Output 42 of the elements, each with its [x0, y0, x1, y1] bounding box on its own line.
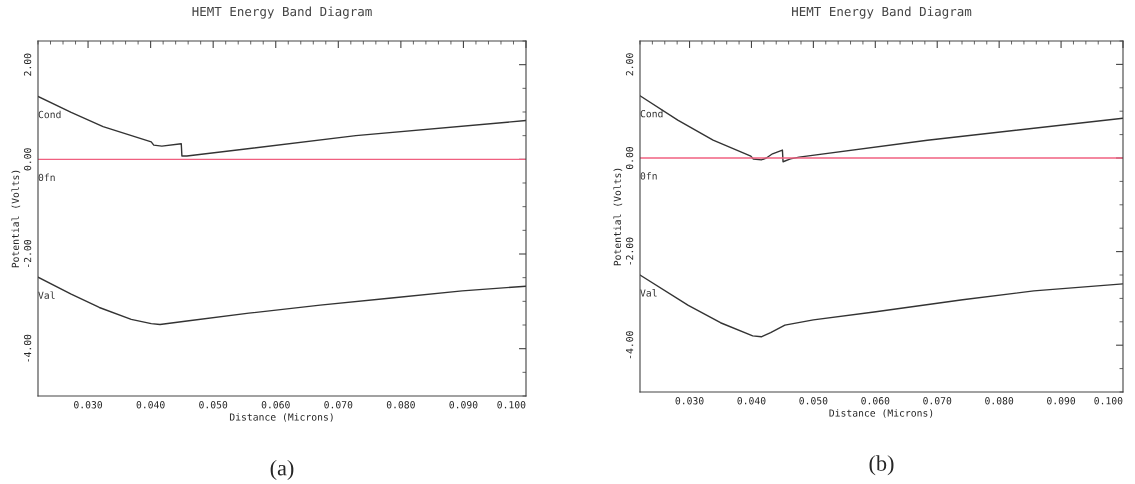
x-tick-label: 0.040: [737, 397, 766, 405]
y-axis-title: Potential (Volts): [11, 170, 21, 268]
x-axis-title: Distance (Microns): [229, 413, 333, 422]
x-tick-label: 0.100: [497, 401, 526, 409]
y-tick-label: 2.00: [625, 53, 634, 76]
series-label: 0fn: [640, 172, 657, 180]
x-tick-label: 0.050: [199, 401, 228, 409]
y-tick-label: -4.00: [23, 334, 32, 362]
x-tick-label: 0.080: [985, 397, 1014, 405]
x-tick-label: 0.100: [1094, 397, 1123, 405]
x-tick-label: 0.030: [675, 397, 704, 405]
series-label: Cond: [38, 110, 61, 119]
x-tick-label: 0.050: [799, 397, 828, 405]
x-tick-label: 0.060: [861, 397, 890, 405]
line-series: [38, 276, 526, 326]
y-tick-label: -4.00: [625, 331, 634, 359]
y-tick-label: -2.00: [23, 240, 32, 267]
chart-title: HEMT Energy Band Diagram: [792, 6, 972, 19]
text: (b): [869, 455, 894, 476]
series-label: Val: [38, 291, 55, 299]
x-tick-label: 0.070: [324, 401, 353, 409]
x-tick-label: 0.030: [74, 401, 103, 409]
line-series: [38, 95, 526, 157]
x-tick-label: 0.060: [261, 401, 290, 409]
x-tick-label: 0.040: [136, 401, 165, 409]
series-label: Val: [640, 289, 657, 297]
y-tick-label: -2.00: [625, 237, 634, 265]
x-tick-label: 0.090: [1047, 397, 1076, 405]
chart-title: HEMT Energy Band Diagram: [192, 6, 372, 19]
series-label: 0fn: [38, 173, 55, 182]
y-tick-label: 2.00: [23, 53, 32, 76]
text: (a): [270, 459, 294, 481]
line-series: [640, 95, 1123, 163]
x-tick-label: 0.080: [386, 401, 415, 409]
y-tick-label: 0.00: [625, 146, 634, 170]
series-label: Cond: [640, 109, 663, 118]
y-axis-title: Potential (Volts): [613, 168, 623, 266]
x-axis-title: Distance (Microns): [829, 409, 933, 418]
x-tick-label: 0.070: [923, 397, 952, 405]
x-tick-label: 0.090: [449, 401, 478, 409]
line-series: [640, 274, 1123, 338]
y-tick-label: 0.00: [23, 148, 32, 171]
